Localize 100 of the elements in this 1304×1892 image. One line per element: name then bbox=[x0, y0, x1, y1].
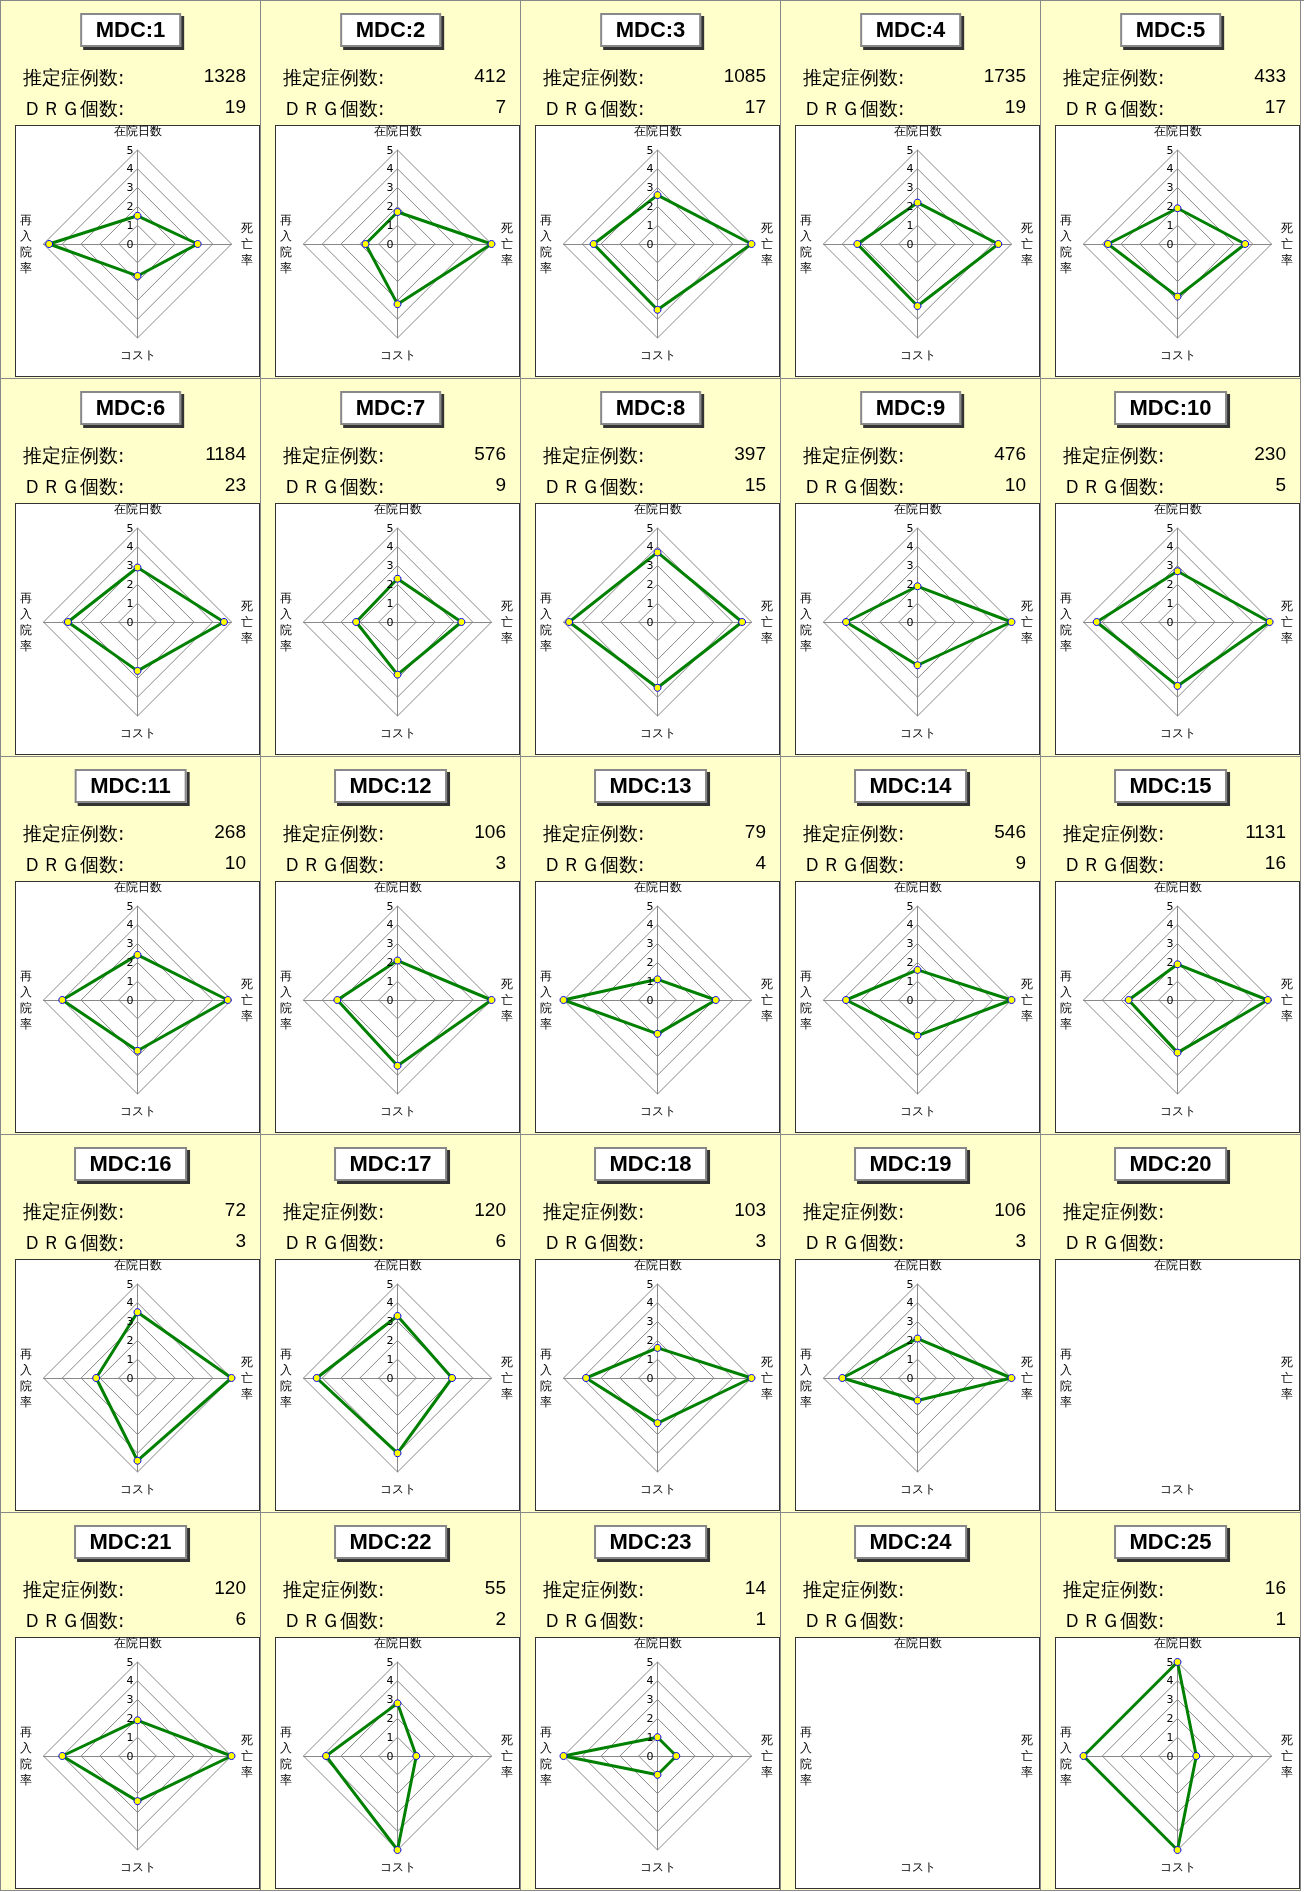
y-tick-label: 1 bbox=[386, 974, 394, 988]
spoke-label: 死亡率 bbox=[761, 1731, 773, 1781]
text: 1328 bbox=[203, 65, 246, 87]
text: 412 bbox=[474, 65, 506, 87]
spoke-label: 再入院率 bbox=[1060, 211, 1072, 277]
text: 推定症例数: bbox=[23, 65, 125, 90]
y-tick-label: 4 bbox=[386, 1296, 394, 1310]
spoke-label: コスト bbox=[639, 1860, 676, 1875]
y-tick-label: 2 bbox=[126, 1333, 134, 1347]
spoke-label: コスト bbox=[639, 1104, 676, 1119]
y-tick-label: 1 bbox=[646, 1730, 654, 1744]
text: 103 bbox=[734, 1199, 766, 1221]
text: 2 bbox=[495, 1608, 506, 1630]
spoke-label: 死亡率 bbox=[241, 219, 253, 269]
y-tick-label: 5 bbox=[906, 1277, 914, 1291]
spoke-label: コスト bbox=[639, 348, 676, 363]
spoke-label: 死亡率 bbox=[501, 597, 513, 647]
text: 17 bbox=[1264, 96, 1286, 118]
y-tick-label: 1 bbox=[386, 1730, 394, 1744]
chart-title: MDC:8 bbox=[599, 391, 702, 425]
y-tick-label: 5 bbox=[646, 1277, 654, 1291]
y-tick-label: 2 bbox=[1166, 955, 1174, 969]
spoke-label: 在院日数 bbox=[1153, 124, 1202, 139]
spoke-label: 死亡率 bbox=[1281, 597, 1293, 647]
y-tick-label: 0 bbox=[906, 1371, 914, 1385]
y-tick-label: 0 bbox=[646, 1749, 654, 1763]
text: 1 bbox=[1275, 1608, 1286, 1630]
spoke-label: 再入院率 bbox=[540, 589, 552, 655]
y-tick-label: 5 bbox=[1166, 521, 1174, 535]
text: 4 bbox=[755, 852, 766, 874]
y-tick-label: 0 bbox=[126, 1371, 134, 1385]
text: 推定症例数: bbox=[1063, 443, 1165, 468]
chart-title: MDC:21 bbox=[73, 1525, 188, 1559]
text: 推定症例数: bbox=[23, 1199, 125, 1224]
y-tick-label: 0 bbox=[906, 237, 914, 251]
text: ＤＲＧ個数: bbox=[283, 474, 385, 499]
text: 79 bbox=[744, 821, 766, 843]
spoke-label: 在院日数 bbox=[633, 880, 682, 895]
chart-title: MDC:10 bbox=[1113, 391, 1228, 425]
category-label: 在院日数 bbox=[1153, 1258, 1202, 1273]
y-tick-label: 1 bbox=[386, 596, 394, 610]
spoke-label: 在院日数 bbox=[633, 124, 682, 139]
text: 106 bbox=[474, 821, 506, 843]
text: 3 bbox=[235, 1230, 246, 1252]
y-tick-label: 3 bbox=[386, 181, 394, 195]
spoke-label: 死亡率 bbox=[241, 1353, 253, 1403]
text: 3 bbox=[755, 1230, 766, 1252]
spoke-label: 死亡率 bbox=[501, 1353, 513, 1403]
y-tick-label: 3 bbox=[646, 559, 654, 573]
text: ＤＲＧ個数: bbox=[803, 96, 905, 121]
spoke-label: 死亡率 bbox=[1021, 1353, 1033, 1403]
y-tick-label: 4 bbox=[126, 918, 134, 932]
spoke-label: コスト bbox=[379, 1104, 416, 1119]
spoke-label: コスト bbox=[1159, 1860, 1196, 1875]
spoke-label: 在院日数 bbox=[113, 124, 162, 139]
y-tick-label: 1 bbox=[126, 1730, 134, 1744]
text: ＤＲＧ個数: bbox=[283, 96, 385, 121]
y-tick-label: 4 bbox=[386, 162, 394, 176]
spoke-label: コスト bbox=[1159, 726, 1196, 741]
text: ＤＲＧ個数: bbox=[543, 474, 645, 499]
y-tick-label: 1 bbox=[126, 218, 134, 232]
y-tick-label: 3 bbox=[386, 559, 394, 573]
y-tick-label: 5 bbox=[646, 899, 654, 913]
text: 推定症例数: bbox=[23, 821, 125, 846]
category-label: コスト bbox=[899, 1860, 936, 1875]
y-tick-label: 1 bbox=[646, 974, 654, 988]
text: 7 bbox=[495, 96, 506, 118]
text: 推定症例数: bbox=[543, 821, 645, 846]
spoke-label: 在院日数 bbox=[633, 502, 682, 517]
y-tick-label: 4 bbox=[1166, 1674, 1174, 1688]
spoke-label: 再入院率 bbox=[540, 967, 552, 1033]
y-tick-label: 4 bbox=[126, 1674, 134, 1688]
text: 16 bbox=[1264, 852, 1286, 874]
text: 106 bbox=[994, 1199, 1026, 1221]
spoke-label: 在院日数 bbox=[113, 1636, 162, 1651]
text: 推定症例数: bbox=[283, 1199, 385, 1224]
spoke-label: 死亡率 bbox=[1281, 975, 1293, 1025]
chart-title: MDC:11 bbox=[74, 769, 187, 803]
y-tick-label: 0 bbox=[646, 615, 654, 629]
text: 推定症例数: bbox=[23, 1577, 125, 1602]
text: 推定症例数: bbox=[803, 1577, 905, 1602]
spoke-label: 在院日数 bbox=[1153, 880, 1202, 895]
text: 19 bbox=[224, 96, 246, 118]
y-tick-label: 2 bbox=[906, 955, 914, 969]
text: 推定症例数: bbox=[283, 65, 385, 90]
text: 120 bbox=[214, 1577, 246, 1599]
y-tick-label: 4 bbox=[646, 918, 654, 932]
spoke-label: 死亡率 bbox=[761, 597, 773, 647]
chart-title: MDC:1 bbox=[79, 13, 182, 47]
y-tick-label: 2 bbox=[1166, 577, 1174, 591]
chart-title: MDC:2 bbox=[339, 13, 442, 47]
text: 推定症例数: bbox=[543, 443, 645, 468]
y-tick-label: 5 bbox=[1166, 899, 1174, 913]
spoke-label: 死亡率 bbox=[1021, 219, 1033, 269]
text: 1 bbox=[755, 1608, 766, 1630]
text: 23 bbox=[224, 474, 246, 496]
y-tick-label: 0 bbox=[1166, 615, 1174, 629]
y-tick-label: 2 bbox=[1166, 199, 1174, 213]
spoke-label: 再入院率 bbox=[20, 1723, 32, 1789]
y-tick-label: 0 bbox=[1166, 993, 1174, 1007]
